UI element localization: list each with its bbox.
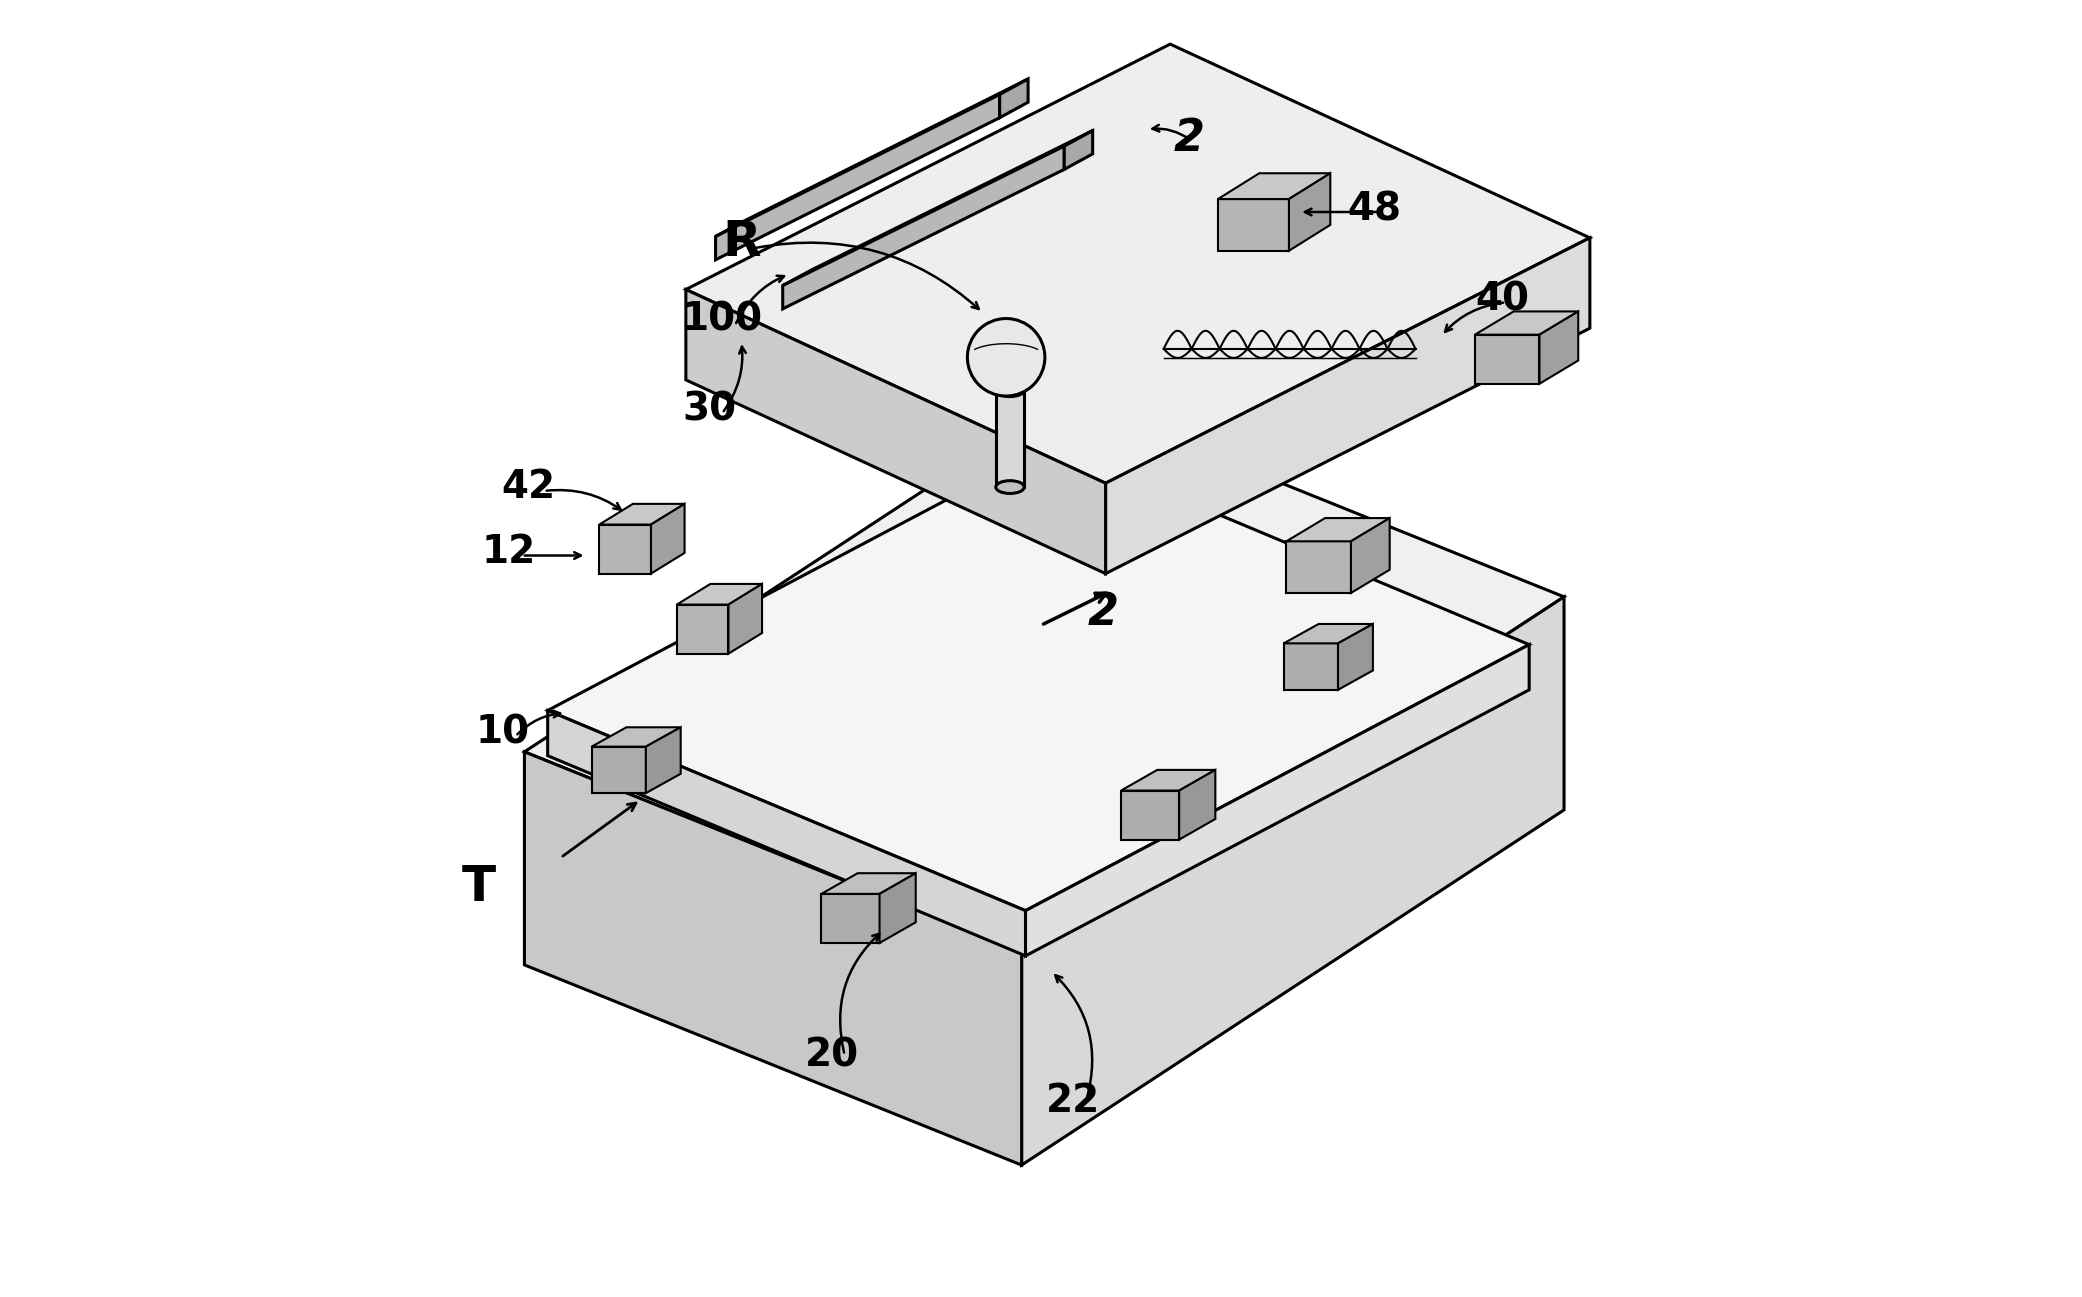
Polygon shape [591,728,681,747]
Polygon shape [1287,541,1351,593]
FancyArrowPatch shape [1153,125,1189,139]
Text: 40: 40 [1474,281,1528,319]
Text: 2: 2 [1174,117,1205,160]
FancyArrowPatch shape [758,243,979,309]
Polygon shape [548,445,1528,910]
Polygon shape [1120,770,1216,791]
Circle shape [968,319,1045,396]
FancyArrowPatch shape [516,711,560,734]
Polygon shape [1178,770,1216,839]
Polygon shape [1106,237,1591,573]
Polygon shape [1351,518,1389,593]
Polygon shape [716,79,1029,236]
Polygon shape [652,503,685,573]
Polygon shape [729,584,762,654]
Polygon shape [1022,597,1564,1165]
Polygon shape [677,604,729,654]
Text: T: T [462,864,496,912]
Polygon shape [1474,311,1578,335]
FancyArrowPatch shape [841,934,879,1053]
Polygon shape [1285,643,1339,690]
Text: 20: 20 [806,1036,860,1074]
Polygon shape [685,289,1106,573]
Text: 22: 22 [1045,1082,1101,1119]
Polygon shape [525,397,1564,952]
Bar [995,390,1024,488]
Polygon shape [1120,791,1178,839]
Polygon shape [1539,311,1578,384]
Polygon shape [591,747,645,794]
Polygon shape [1218,198,1289,250]
FancyArrowPatch shape [1305,209,1376,215]
Polygon shape [1474,335,1539,384]
FancyArrowPatch shape [1056,975,1093,1097]
Polygon shape [1287,518,1389,541]
Polygon shape [879,873,916,943]
Text: 30: 30 [683,390,737,428]
Text: 100: 100 [681,300,762,339]
FancyArrowPatch shape [737,276,785,323]
FancyArrowPatch shape [1445,302,1503,332]
FancyArrowPatch shape [725,346,745,411]
Polygon shape [685,44,1591,484]
Polygon shape [783,147,1064,309]
Polygon shape [645,728,681,794]
Polygon shape [999,79,1029,118]
Polygon shape [1026,645,1528,956]
Polygon shape [525,752,1022,1165]
Polygon shape [1339,624,1372,690]
Polygon shape [783,131,1093,285]
FancyArrowPatch shape [525,553,581,559]
Polygon shape [600,524,652,573]
Polygon shape [1289,174,1330,250]
Polygon shape [600,503,685,524]
Text: 2: 2 [1087,591,1118,634]
Polygon shape [1218,174,1330,198]
Text: 48: 48 [1347,191,1401,228]
Polygon shape [822,873,916,894]
Ellipse shape [995,384,1024,397]
Text: 42: 42 [502,468,556,506]
FancyArrowPatch shape [548,490,620,510]
Polygon shape [548,711,1026,956]
Polygon shape [1064,131,1093,170]
Polygon shape [716,95,999,259]
Polygon shape [1285,624,1372,643]
Text: R: R [722,218,760,266]
Polygon shape [677,584,762,604]
Text: 12: 12 [481,533,535,571]
Text: 10: 10 [475,713,529,751]
Ellipse shape [995,481,1024,493]
Polygon shape [822,894,879,943]
